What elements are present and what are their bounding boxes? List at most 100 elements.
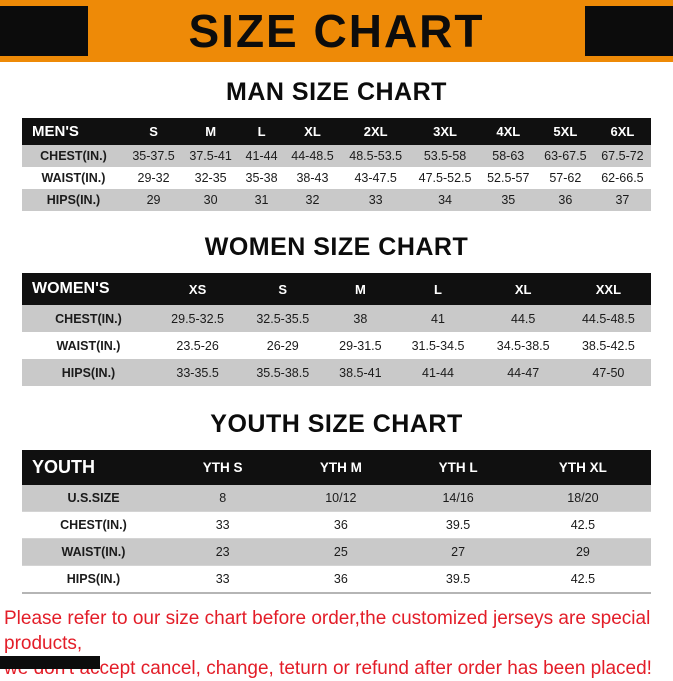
table-corner-label: YOUTH bbox=[22, 450, 165, 485]
title-banner: SIZE CHART bbox=[0, 0, 673, 62]
measurement-label: CHEST(IN.) bbox=[22, 511, 165, 539]
size-column-header: XXL bbox=[565, 273, 651, 305]
measurement-value: 36 bbox=[280, 565, 402, 594]
youth-size-table: YOUTH YTH S YTH M YTH L YTH XL U.S.SIZE 8 10/12… bbox=[22, 450, 651, 594]
measurement-label: WAIST(IN.) bbox=[41, 171, 106, 185]
measurement-value: 67.5-72 bbox=[601, 149, 644, 163]
corner-block-top-left bbox=[0, 6, 88, 56]
table-row: WAIST(IN.) 29-32 32-35 35-38 38-43 43-47.5 47.… bbox=[22, 167, 651, 189]
measurement-value: 42.5 bbox=[514, 565, 651, 594]
measurement-value: 36 bbox=[280, 511, 402, 539]
measurement-value: 53.5-58 bbox=[423, 149, 467, 163]
size-column-header: 5XL bbox=[536, 118, 594, 145]
size-column-header: YTH L bbox=[401, 450, 515, 485]
table-row: HIPS(IN.) 33-35.5 35.5-38.5 38.5-41 41-44 44-… bbox=[22, 359, 651, 386]
measurement-value: 26-29 bbox=[266, 338, 299, 353]
measurement-value: 8 bbox=[165, 485, 281, 512]
measurement-value: 38.5-42.5 bbox=[581, 338, 635, 353]
measurement-value: 33 bbox=[165, 565, 281, 594]
table-row: CHEST(IN.) 29.5-32.5 32.5-35.5 38 41 44.5 44.5… bbox=[22, 305, 651, 332]
measurement-value: 47.5-52.5 bbox=[418, 171, 472, 185]
size-column-header: S bbox=[240, 273, 326, 305]
size-column-header: 4XL bbox=[479, 118, 537, 145]
measurement-value: 33 bbox=[165, 511, 281, 539]
measurement-value: 25 bbox=[280, 538, 402, 566]
measurement-value: 43-47.5 bbox=[354, 171, 397, 185]
measurement-value: 39.5 bbox=[401, 565, 515, 594]
measurement-value: 23.5-26 bbox=[176, 338, 219, 353]
table-corner-label: WOMEN'S bbox=[22, 273, 155, 305]
measurement-value: 42.5 bbox=[514, 511, 651, 539]
table-row: CHEST(IN.) 33 36 39.5 42.5 bbox=[22, 511, 651, 539]
measurement-value: 27 bbox=[401, 538, 515, 566]
size-column-header: YTH S bbox=[165, 450, 281, 485]
section-title-youth: YOUTH SIZE CHART bbox=[210, 410, 463, 438]
measurement-value: 44-48.5 bbox=[291, 149, 334, 163]
size-column-header: YTH M bbox=[280, 450, 402, 485]
measurement-label: WAIST(IN.) bbox=[56, 338, 121, 353]
measurement-value: 41 bbox=[431, 311, 445, 326]
measurement-value: 35.5-38.5 bbox=[256, 365, 310, 380]
measurement-value: 18/20 bbox=[514, 485, 651, 512]
measurement-value: 38.5-41 bbox=[339, 365, 382, 380]
measurement-value: 62-66.5 bbox=[601, 171, 644, 185]
measurement-value: 35 bbox=[501, 193, 516, 207]
measurement-value: 38 bbox=[353, 311, 368, 326]
measurement-value: 31 bbox=[254, 193, 269, 207]
measurement-value: 37.5-41 bbox=[189, 149, 232, 163]
measurement-value: 44.5 bbox=[511, 311, 536, 326]
section-title-women: WOMEN SIZE CHART bbox=[204, 233, 469, 261]
size-column-header: S bbox=[125, 118, 183, 145]
measurement-value: 32 bbox=[305, 193, 320, 207]
measurement-value: 29 bbox=[146, 193, 161, 207]
table-header-row: MEN'S S M L XL 2XL 3XL 4XL 5XL 6XL bbox=[22, 118, 651, 145]
measurement-value: 33 bbox=[368, 193, 383, 207]
measurement-value: 38-43 bbox=[296, 171, 329, 185]
table-row: WAIST(IN.) 23.5-26 26-29 29-31.5 31.5-34.5 34… bbox=[22, 332, 651, 359]
disclaimer-text: Please refer to our size chart before or… bbox=[4, 606, 673, 681]
measurement-value: 36 bbox=[558, 193, 573, 207]
measurement-value: 41-44 bbox=[245, 149, 278, 163]
measurement-value: 37 bbox=[615, 193, 630, 207]
size-column-header: XL bbox=[283, 118, 342, 145]
measurement-value: 63-67.5 bbox=[544, 149, 587, 163]
measurement-value: 29-31.5 bbox=[339, 338, 382, 353]
measurement-value: 34 bbox=[438, 193, 452, 207]
mens-size-table: MEN'S S M L XL 2XL 3XL 4XL 5XL 6XL CHEST(IN.) 35-37… bbox=[22, 118, 651, 211]
size-column-header: L bbox=[239, 118, 284, 145]
size-column-header: 6XL bbox=[593, 118, 651, 145]
table-row: HIPS(IN.) 29 30 31 32 33 34 35 36 37 bbox=[22, 189, 651, 211]
measurement-value: 29-32 bbox=[137, 171, 170, 185]
measurement-value: 48.5-53.5 bbox=[349, 149, 403, 163]
disclaimer-line-1: Please refer to our size chart before or… bbox=[4, 608, 651, 654]
measurement-label: U.S.SIZE bbox=[22, 485, 165, 512]
measurement-value: 34.5-38.5 bbox=[496, 338, 550, 353]
measurement-value: 35-38 bbox=[245, 171, 278, 185]
corner-block-top-right bbox=[585, 6, 673, 56]
measurement-label: CHEST(IN.) bbox=[55, 311, 122, 326]
table-row: HIPS(IN.) 33 36 39.5 42.5 bbox=[22, 565, 651, 594]
measurement-value: 29 bbox=[514, 538, 651, 566]
measurement-value: 39.5 bbox=[401, 511, 515, 539]
measurement-label: HIPS(IN.) bbox=[61, 365, 116, 380]
measurement-value: 32-35 bbox=[194, 171, 227, 185]
table-row: U.S.SIZE 8 10/12 14/16 18/20 bbox=[22, 485, 651, 512]
measurement-value: 52.5-57 bbox=[487, 171, 530, 185]
size-column-header: M bbox=[182, 118, 240, 145]
measurement-value: 23 bbox=[165, 538, 281, 566]
table-header-row: WOMEN'S XS S M L XL XXL bbox=[22, 273, 651, 305]
measurement-value: 14/16 bbox=[401, 485, 515, 512]
size-column-header: 3XL bbox=[410, 118, 480, 145]
measurement-value: 41-44 bbox=[422, 365, 454, 380]
measurement-value: 32.5-35.5 bbox=[256, 311, 310, 326]
measurement-value: 58-63 bbox=[492, 149, 525, 163]
size-column-header: L bbox=[395, 273, 481, 305]
measurement-value: 44.5-48.5 bbox=[581, 311, 635, 326]
measurement-value: 29.5-32.5 bbox=[171, 311, 224, 326]
page-title: SIZE CHART bbox=[188, 5, 485, 57]
womens-size-table: WOMEN'S XS S M L XL XXL CHEST(IN.) 29.5-32.5 32.5… bbox=[22, 273, 651, 386]
table-row: CHEST(IN.) 35-37.5 37.5-41 41-44 44-48.5 48.5… bbox=[22, 145, 651, 167]
size-column-header: XL bbox=[480, 273, 566, 305]
corner-block-bottom-left bbox=[0, 656, 100, 669]
measurement-value: 35-37.5 bbox=[132, 149, 175, 163]
